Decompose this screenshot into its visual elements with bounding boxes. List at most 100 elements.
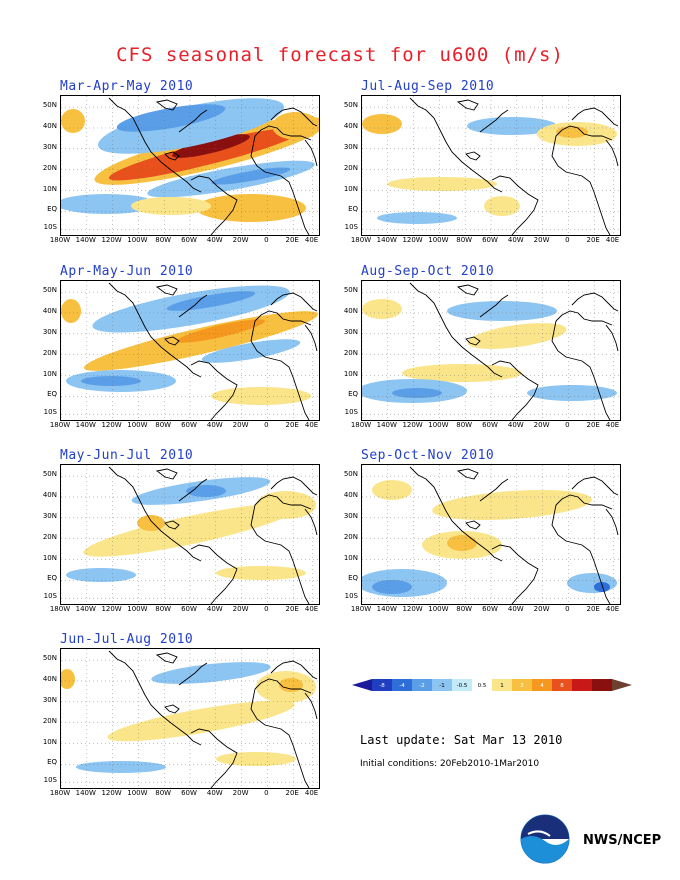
longitude-label: 40E: [605, 421, 620, 429]
longitude-label: 40E: [304, 421, 319, 429]
longitude-label: 100W: [428, 421, 449, 429]
forecast-map-canvas: [362, 96, 620, 235]
forecast-map-canvas: [362, 281, 620, 420]
colorbar-label: 0.5: [478, 683, 487, 689]
anomaly-contour: [377, 212, 457, 224]
longitude-label: 120W: [402, 236, 423, 244]
colorbar-swatch: [352, 679, 372, 691]
colorbar-swatch: [492, 679, 512, 691]
latitude-label: 40N: [42, 121, 57, 130]
anomaly-contour: [81, 376, 141, 386]
latitude-label: 10N: [42, 369, 57, 378]
colorbar-swatch: [472, 679, 492, 691]
panel-title: Apr-May-Jun 2010: [60, 264, 194, 279]
latitude-label: 10N: [42, 184, 57, 193]
anomaly-contour: [151, 662, 271, 684]
longitude-label: 20W: [232, 236, 249, 244]
colorbar-label: -8: [379, 683, 385, 689]
forecast-map-canvas: [61, 465, 319, 604]
anomaly-contour: [447, 535, 477, 551]
forecast-map-canvas: [61, 96, 319, 235]
longitude-label: 100W: [127, 236, 148, 244]
anomaly-contour: [527, 385, 617, 401]
longitude-label: 80W: [155, 605, 172, 613]
longitude-label: 40W: [507, 421, 524, 429]
colorbar-label: -1: [439, 683, 444, 689]
longitude-label: 40W: [507, 236, 524, 244]
longitude-label: 60W: [181, 421, 197, 429]
longitude-label: 80W: [155, 236, 172, 244]
latitude-label: 50N: [343, 470, 358, 479]
latitude-label: 30N: [343, 142, 358, 151]
latitude-label: 40N: [343, 306, 358, 315]
longitude-label: 80W: [155, 421, 172, 429]
colorbar-label: -4: [399, 683, 405, 689]
longitude-label: 60W: [482, 421, 498, 429]
anomaly-contour: [166, 291, 256, 311]
anomaly-contour: [467, 117, 557, 135]
longitude-label: 40E: [304, 236, 319, 244]
longitude-label: 20E: [586, 236, 600, 244]
anomaly-contour: [97, 98, 285, 154]
longitude-label: 180W: [49, 236, 71, 244]
latitude-label: 50N: [42, 654, 57, 663]
longitude-label: 120W: [101, 789, 122, 797]
latitude-label: 30N: [343, 511, 358, 520]
panel-title: Jul-Aug-Sep 2010: [361, 79, 495, 94]
latitude-label: 20N: [42, 163, 57, 172]
latitude-label: 40N: [42, 306, 57, 315]
anomaly-contour: [211, 387, 311, 405]
longitude-label: 140W: [75, 421, 96, 429]
panel-title: Mar-Apr-May 2010: [60, 79, 194, 94]
longitude-label: 40E: [304, 605, 319, 613]
longitude-label: 60W: [181, 236, 197, 244]
coastline: [108, 650, 318, 788]
latitude-label: 20N: [42, 348, 57, 357]
anomaly-contour: [567, 573, 617, 593]
anomaly-contour: [177, 319, 265, 343]
latitude-label: EQ: [348, 574, 358, 583]
coastline: [409, 97, 619, 235]
longitude-label: 140W: [376, 236, 397, 244]
longitude-label: 180W: [350, 236, 372, 244]
latitude-label: EQ: [348, 205, 358, 214]
latitude-label: 30N: [42, 695, 57, 704]
latitude-label: 30N: [42, 511, 57, 520]
forecast-map: [361, 464, 621, 605]
longitude-label: 120W: [101, 605, 122, 613]
longitude-label: 80W: [456, 421, 473, 429]
coastline: [409, 282, 619, 420]
longitude-label: 20E: [285, 605, 299, 613]
forecast-map: [361, 95, 621, 236]
panel-title: Aug-Sep-Oct 2010: [361, 264, 495, 279]
latitude-label: 10S: [344, 223, 358, 232]
longitude-label: 0: [264, 421, 269, 429]
latitude-label: EQ: [47, 758, 57, 767]
coastline: [409, 466, 619, 604]
longitude-label: 140W: [376, 421, 397, 429]
longitude-label: 20W: [232, 421, 249, 429]
longitude-label: 0: [264, 789, 269, 797]
longitude-label: 140W: [75, 605, 96, 613]
longitude-label: 40W: [206, 605, 223, 613]
anomaly-contour: [61, 109, 85, 133]
latitude-label: EQ: [47, 574, 57, 583]
longitude-label: 20E: [285, 236, 299, 244]
coastline: [108, 282, 318, 420]
longitude-label: 60W: [482, 236, 498, 244]
longitude-label: 0: [264, 605, 269, 613]
longitude-label: 20E: [586, 421, 600, 429]
coastline: [108, 466, 318, 604]
latitude-label: 30N: [343, 327, 358, 336]
longitude-label: 80W: [456, 236, 473, 244]
latitude-label: 10S: [43, 592, 57, 601]
anomaly-contour: [211, 167, 291, 185]
latitude-label: 10N: [343, 553, 358, 562]
colorbar-swatch: [572, 679, 592, 691]
anomaly-contour: [196, 194, 306, 222]
credit-text: NWS/NCEP: [583, 833, 662, 848]
longitude-label: 20W: [232, 605, 249, 613]
longitude-label: 40E: [605, 236, 620, 244]
anomaly-contour: [61, 299, 81, 323]
anomaly-contour: [556, 126, 588, 138]
